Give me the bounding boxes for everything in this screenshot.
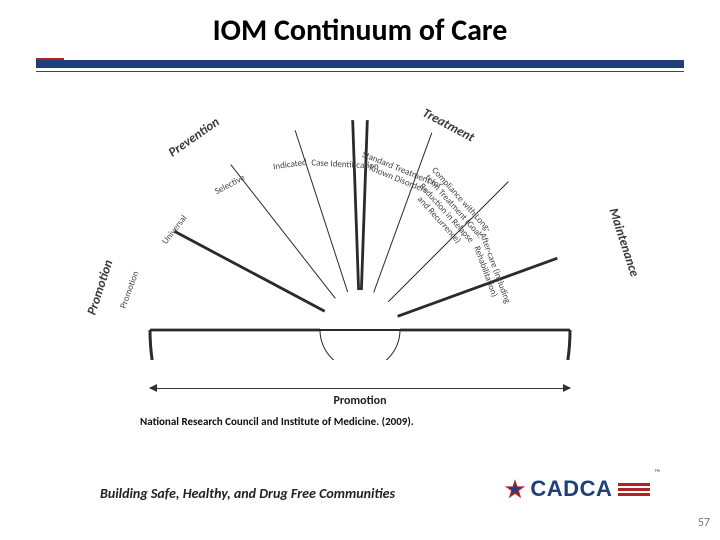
- promotion-axis: Promotion: [150, 380, 570, 400]
- page-number: 57: [698, 516, 710, 530]
- footer-tagline: Building Safe, Healthy, and Drug Free Co…: [100, 485, 395, 502]
- continuum-diagram: PromotionPreventionTreatmentMaintenance …: [90, 100, 630, 370]
- citation-text: National Research Council and Institute …: [140, 415, 414, 428]
- axis-label: Promotion: [150, 394, 570, 408]
- logo-star-icon: [504, 478, 526, 500]
- logo-text: CADCA: [530, 476, 612, 502]
- logo-stripes-icon: [618, 483, 650, 496]
- title-underline: [36, 60, 684, 72]
- trademark-icon: ™: [654, 468, 660, 478]
- cadca-logo: CADCA ™: [504, 476, 660, 502]
- page-title: IOM Continuum of Care: [0, 12, 720, 49]
